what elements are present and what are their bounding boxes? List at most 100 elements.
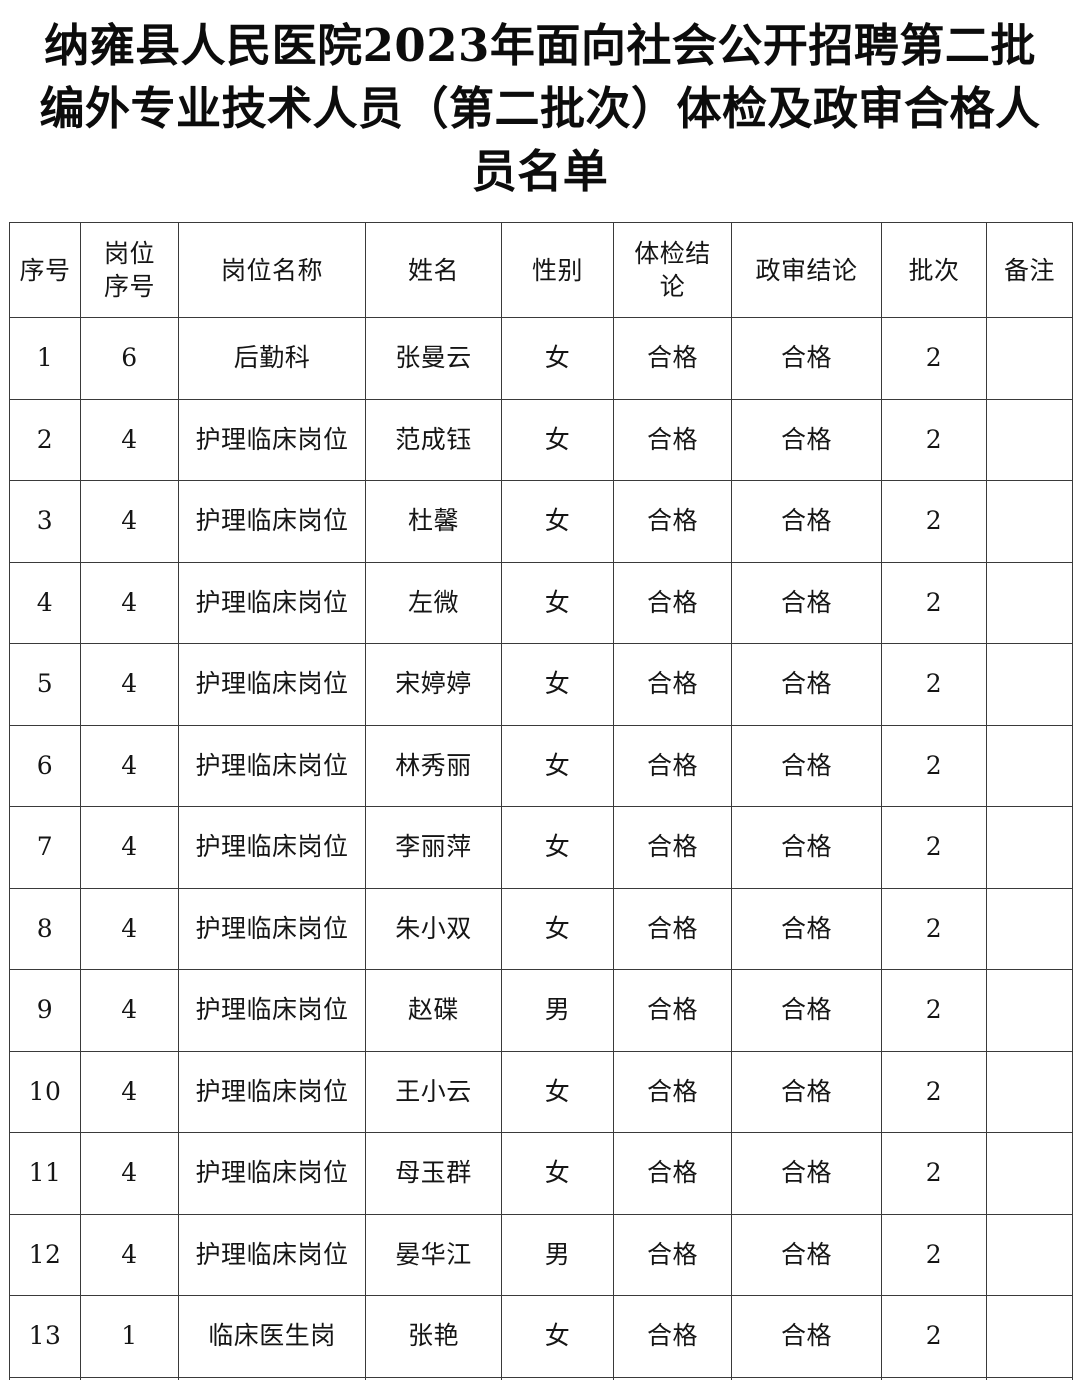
cell-postno: 4 [80, 806, 179, 889]
cell-postno: 4 [80, 643, 179, 726]
cell-medical: 合格 [613, 1050, 732, 1133]
cell-batch: 2 [881, 724, 987, 807]
cell-postno: 4 [80, 1213, 179, 1296]
cell-gender: 女 [501, 887, 614, 970]
cell-postname: 护理临床岗位 [178, 1050, 366, 1133]
cell-index: 5 [9, 643, 81, 726]
table-header-row: 序号 岗位 序号 岗位名称 姓名 性别 体检结 论政审结论 批次 备注 [9, 222, 1073, 318]
cell-index: 9 [9, 969, 81, 1052]
column-header-medical: 体检结 论 [613, 222, 732, 318]
cell-medical: 合格 [613, 806, 732, 889]
table-row: 8 4 护理临床岗位 朱小双女合格 合格 2 [9, 887, 1073, 970]
cell-remark [986, 887, 1073, 970]
cell-remark [986, 1050, 1073, 1133]
cell-postname: 护理临床岗位 [178, 806, 366, 889]
cell-political: 合格 [731, 969, 882, 1052]
cell-name: 李丽萍 [365, 806, 502, 889]
cell-medical: 合格 [613, 969, 732, 1052]
cell-political: 合格 [731, 1213, 882, 1296]
cell-postno: 6 [80, 317, 179, 400]
cell-name: 杜馨 [365, 480, 502, 563]
cell-gender: 女 [501, 1132, 614, 1215]
column-header-postname: 岗位名称 [178, 222, 366, 318]
cell-batch: 2 [881, 398, 987, 481]
table-row: 6 4 护理临床岗位 林秀丽女合格 合格 2 [9, 724, 1073, 807]
cell-name: 张曼云 [365, 317, 502, 400]
cell-batch: 2 [881, 1050, 987, 1133]
cell-medical: 合格 [613, 887, 732, 970]
cell-political: 合格 [731, 1050, 882, 1133]
cell-remark [986, 1132, 1073, 1215]
cell-political: 合格 [731, 724, 882, 807]
column-header-political: 政审结论 [731, 222, 882, 318]
column-header-name: 姓名 [365, 222, 502, 318]
cell-remark [986, 317, 1073, 400]
cell-remark [986, 969, 1073, 1052]
cell-gender: 女 [501, 1295, 614, 1378]
cell-gender: 男 [501, 969, 614, 1052]
cell-remark [986, 1213, 1073, 1296]
table-row: 7 4 护理临床岗位 李丽萍女合格 合格 2 [9, 806, 1073, 889]
cell-postno: 4 [80, 480, 179, 563]
cell-index: 12 [9, 1213, 81, 1296]
cell-medical: 合格 [613, 561, 732, 644]
cell-index: 7 [9, 806, 81, 889]
cell-political: 合格 [731, 1295, 882, 1378]
cell-postname: 临床医生岗 [178, 1295, 366, 1378]
cell-postname: 护理临床岗位 [178, 561, 366, 644]
cell-name: 范成钰 [365, 398, 502, 481]
cell-name: 晏华江 [365, 1213, 502, 1296]
cell-postname: 后勤科 [178, 317, 366, 400]
cell-name: 张艳 [365, 1295, 502, 1378]
cell-batch: 2 [881, 561, 987, 644]
cell-gender: 女 [501, 643, 614, 726]
cell-remark [986, 480, 1073, 563]
cell-postno: 4 [80, 1132, 179, 1215]
cell-batch: 2 [881, 643, 987, 726]
roster-table-container: 序号 岗位 序号 岗位名称 姓名 性别 体检结 论政审结论 批次 备注 1 6 后勤科 张曼云女合格… [9, 222, 1073, 1380]
cell-medical: 合格 [613, 317, 732, 400]
cell-postno: 4 [80, 969, 179, 1052]
column-header-index: 序号 [9, 222, 81, 318]
table-row: 11 4 护理临床岗位 母玉群女合格 合格 2 [9, 1132, 1073, 1215]
table-row: 13 1 临床医生岗 张艳女合格 合格 2 [9, 1295, 1073, 1378]
cell-index: 13 [9, 1295, 81, 1378]
cell-medical: 合格 [613, 1213, 732, 1296]
cell-remark [986, 1295, 1073, 1378]
cell-name: 林秀丽 [365, 724, 502, 807]
cell-political: 合格 [731, 643, 882, 726]
cell-postno: 4 [80, 1050, 179, 1133]
cell-political: 合格 [731, 317, 882, 400]
roster-table: 序号 岗位 序号 岗位名称 姓名 性别 体检结 论政审结论 批次 备注 1 6 后勤科 张曼云女合格… [9, 222, 1073, 1380]
cell-postname: 护理临床岗位 [178, 1132, 366, 1215]
cell-batch: 2 [881, 1213, 987, 1296]
cell-postno: 4 [80, 887, 179, 970]
table-row: 10 4 护理临床岗位 王小云女合格 合格 2 [9, 1050, 1073, 1133]
cell-remark [986, 561, 1073, 644]
cell-medical: 合格 [613, 643, 732, 726]
table-row: 4 4 护理临床岗位 左微女合格 合格 2 [9, 561, 1073, 644]
table-row: 2 4 护理临床岗位 范成钰女合格 合格 2 [9, 398, 1073, 481]
cell-postname: 护理临床岗位 [178, 1213, 366, 1296]
cell-medical: 合格 [613, 480, 732, 563]
cell-index: 4 [9, 561, 81, 644]
cell-batch: 2 [881, 1295, 987, 1378]
cell-postno: 4 [80, 398, 179, 481]
cell-gender: 女 [501, 1050, 614, 1133]
cell-name: 宋婷婷 [365, 643, 502, 726]
cell-medical: 合格 [613, 724, 732, 807]
cell-postno: 4 [80, 561, 179, 644]
cell-remark [986, 806, 1073, 889]
table-row: 1 6 后勤科 张曼云女合格 合格 2 [9, 317, 1073, 400]
cell-postname: 护理临床岗位 [178, 643, 366, 726]
table-row: 141临床医生岗张凯男合格合格2 [9, 1376, 1073, 1380]
table-row: 9 4 护理临床岗位 赵碟男合格 合格 2 [9, 969, 1073, 1052]
cell-postname: 护理临床岗位 [178, 398, 366, 481]
cell-gender: 女 [501, 806, 614, 889]
cell-remark [986, 1376, 1073, 1380]
cell-batch: 2 [881, 887, 987, 970]
cell-gender: 女 [501, 724, 614, 807]
cell-batch: 2 [881, 969, 987, 1052]
cell-index: 8 [9, 887, 81, 970]
